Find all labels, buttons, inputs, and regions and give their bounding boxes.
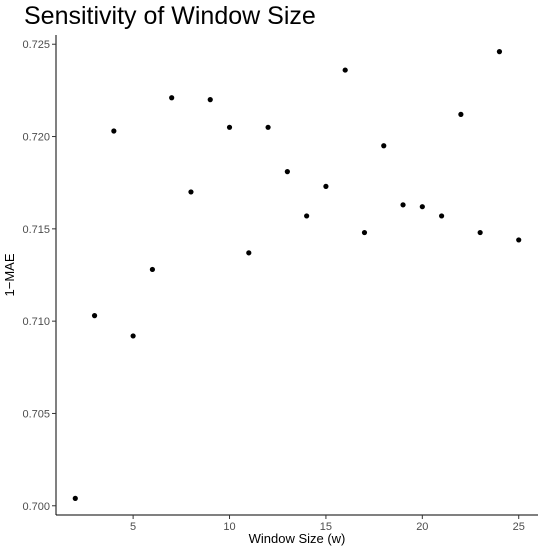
data-point xyxy=(458,111,464,117)
data-point xyxy=(111,128,117,134)
data-point xyxy=(361,229,368,236)
x-tick-label: 10 xyxy=(223,521,235,533)
data-point xyxy=(149,266,155,273)
data-point xyxy=(72,495,78,501)
data-point xyxy=(130,333,136,339)
y-ticks: 0.700 0.705 0.710 0.715 0.720 0.725 xyxy=(22,39,56,513)
data-point xyxy=(246,250,252,256)
data-point xyxy=(304,213,310,219)
data-point xyxy=(265,124,271,130)
data-point xyxy=(169,95,175,101)
data-point xyxy=(496,49,503,55)
data-point xyxy=(516,237,522,243)
y-tick-label: 0.720 xyxy=(22,132,50,144)
y-tick-label: 0.705 xyxy=(22,408,50,420)
data-point xyxy=(226,124,233,130)
data-point xyxy=(207,97,213,103)
y-tick-label: 0.710 xyxy=(22,316,50,328)
x-axis-title: Window Size (w) xyxy=(249,531,346,546)
x-tick-label: 5 xyxy=(130,521,136,533)
data-point xyxy=(342,67,348,73)
data-point xyxy=(91,313,98,319)
data-point xyxy=(419,204,425,210)
data-point xyxy=(284,169,290,175)
data-point xyxy=(400,202,406,208)
x-ticks: 5 10 15 20 25 xyxy=(130,515,525,533)
x-tick-label: 15 xyxy=(320,521,332,533)
y-tick-label: 0.715 xyxy=(22,224,50,236)
data-points xyxy=(72,49,522,501)
chart-title: Sensitivity of Window Size xyxy=(24,2,316,30)
y-tick-label: 0.725 xyxy=(22,39,50,51)
y-tick-label: 0.700 xyxy=(22,501,50,513)
data-point xyxy=(381,143,387,149)
x-tick-label: 25 xyxy=(513,521,525,533)
data-point xyxy=(477,229,483,236)
data-point xyxy=(188,189,194,195)
x-tick-label: 20 xyxy=(416,521,428,533)
axes xyxy=(55,35,538,516)
y-axis-title: 1−MAE xyxy=(2,253,17,296)
data-point xyxy=(323,183,329,189)
data-point xyxy=(439,213,445,219)
